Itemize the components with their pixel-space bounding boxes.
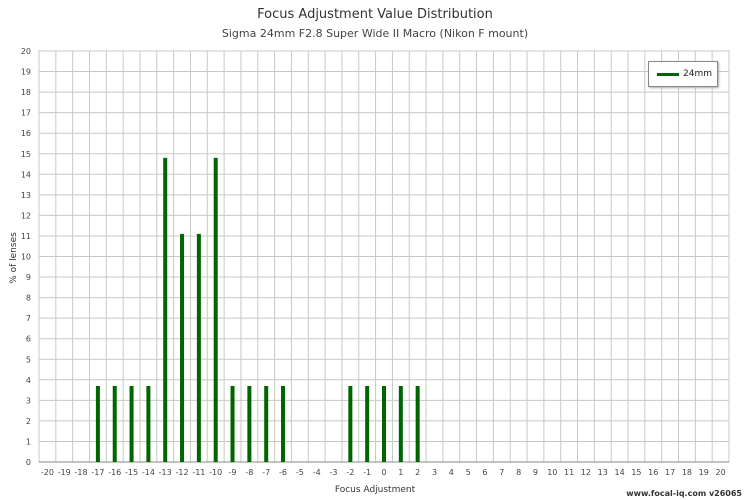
x-tick-label: 10 — [547, 468, 557, 477]
x-tick-label: -7 — [262, 468, 270, 477]
bar-24mm — [129, 385, 134, 462]
y-tick-label: 0 — [26, 458, 31, 467]
x-tick-label: 3 — [432, 468, 437, 477]
x-tick-label: -6 — [279, 468, 287, 477]
x-tick-label: 14 — [615, 468, 625, 477]
y-tick-label: 11 — [21, 232, 31, 241]
x-tick-label: 17 — [665, 468, 675, 477]
y-tick-label: 5 — [26, 355, 31, 364]
y-tick-label: 14 — [21, 170, 31, 179]
y-tick-label: 17 — [21, 109, 31, 118]
x-tick-label: -13 — [159, 468, 172, 477]
x-tick-label: -20 — [41, 468, 54, 477]
x-tick-label: 8 — [516, 468, 521, 477]
x-tick-label: 16 — [648, 468, 658, 477]
y-tick-label: 15 — [21, 150, 31, 159]
x-tick-label: 18 — [682, 468, 692, 477]
bar-24mm — [213, 157, 218, 463]
bar-24mm — [398, 385, 403, 462]
x-tick-label: 12 — [581, 468, 591, 477]
bar-24mm — [95, 385, 100, 462]
x-tick-label: -3 — [330, 468, 338, 477]
x-tick-label: -2 — [346, 468, 354, 477]
bar-24mm — [247, 385, 252, 462]
y-tick-label: 13 — [21, 191, 31, 200]
bar-24mm — [196, 233, 201, 462]
chart-subtitle: Sigma 24mm F2.8 Super Wide II Macro (Nik… — [221, 27, 529, 40]
bar-24mm — [112, 385, 117, 462]
x-tick-label: -19 — [58, 468, 71, 477]
bar-24mm — [382, 385, 386, 462]
x-tick-label: 15 — [631, 468, 641, 477]
x-tick-label: -1 — [363, 468, 371, 477]
x-tick-label: 7 — [499, 468, 504, 477]
x-tick-label: 20 — [715, 468, 725, 477]
x-tick-label: -5 — [296, 468, 304, 477]
x-tick-label: -16 — [108, 468, 121, 477]
bar-24mm — [146, 385, 151, 462]
x-tick-label: -8 — [245, 468, 253, 477]
x-tick-label: 0 — [381, 468, 386, 477]
x-tick-label: 6 — [482, 468, 487, 477]
x-tick-label: 19 — [699, 468, 709, 477]
x-tick-label: 4 — [449, 468, 454, 477]
x-tick-label: -15 — [125, 468, 138, 477]
legend: 24mm — [648, 61, 718, 87]
y-tick-label: 9 — [26, 273, 31, 282]
y-tick-label: 2 — [26, 417, 31, 426]
bar-24mm — [415, 385, 420, 462]
x-tick-label: 2 — [415, 468, 420, 477]
bar-24mm — [163, 157, 168, 463]
x-tick-label: 5 — [466, 468, 471, 477]
y-tick-label: 16 — [21, 129, 31, 138]
legend-label: 24mm — [683, 69, 712, 79]
chart-title: Focus Adjustment Value Distribution — [257, 7, 493, 22]
y-tick-label: 10 — [21, 253, 31, 262]
bar-24mm — [264, 385, 269, 462]
x-tick-label: -14 — [142, 468, 155, 477]
bar-24mm — [281, 385, 286, 462]
y-tick-label: 6 — [26, 335, 31, 344]
y-tick-label: 7 — [26, 314, 31, 323]
x-tick-label: -10 — [209, 468, 222, 477]
x-tick-label: -18 — [75, 468, 88, 477]
x-tick-label: 1 — [398, 468, 403, 477]
y-tick-label: 20 — [21, 47, 31, 56]
y-tick-label: 19 — [21, 68, 31, 77]
x-tick-label: -17 — [91, 468, 104, 477]
x-axis-label: Focus Adjustment — [334, 485, 416, 495]
y-tick-label: 12 — [21, 211, 31, 220]
bar-24mm — [230, 385, 235, 462]
y-tick-label: 3 — [26, 396, 31, 405]
y-tick-label: 8 — [26, 294, 31, 303]
x-tick-label: -11 — [192, 468, 205, 477]
x-tick-label: 13 — [598, 468, 608, 477]
x-tick-label: -12 — [176, 468, 189, 477]
y-tick-label: 1 — [26, 437, 31, 446]
bar-24mm — [348, 385, 353, 462]
x-tick-label: -9 — [229, 468, 237, 477]
y-tick-label: 18 — [21, 88, 31, 97]
y-tick-label: 4 — [26, 376, 31, 385]
x-tick-label: 9 — [533, 468, 538, 477]
x-tick-label: 11 — [564, 468, 574, 477]
footer-url: www.focal-iq.com v26065 — [626, 489, 742, 498]
legend-swatch — [657, 73, 679, 76]
y-axis-label: % of lenses — [9, 232, 19, 284]
bar-24mm — [180, 233, 185, 462]
x-tick-label: -4 — [313, 468, 321, 477]
bar-24mm — [365, 385, 370, 462]
